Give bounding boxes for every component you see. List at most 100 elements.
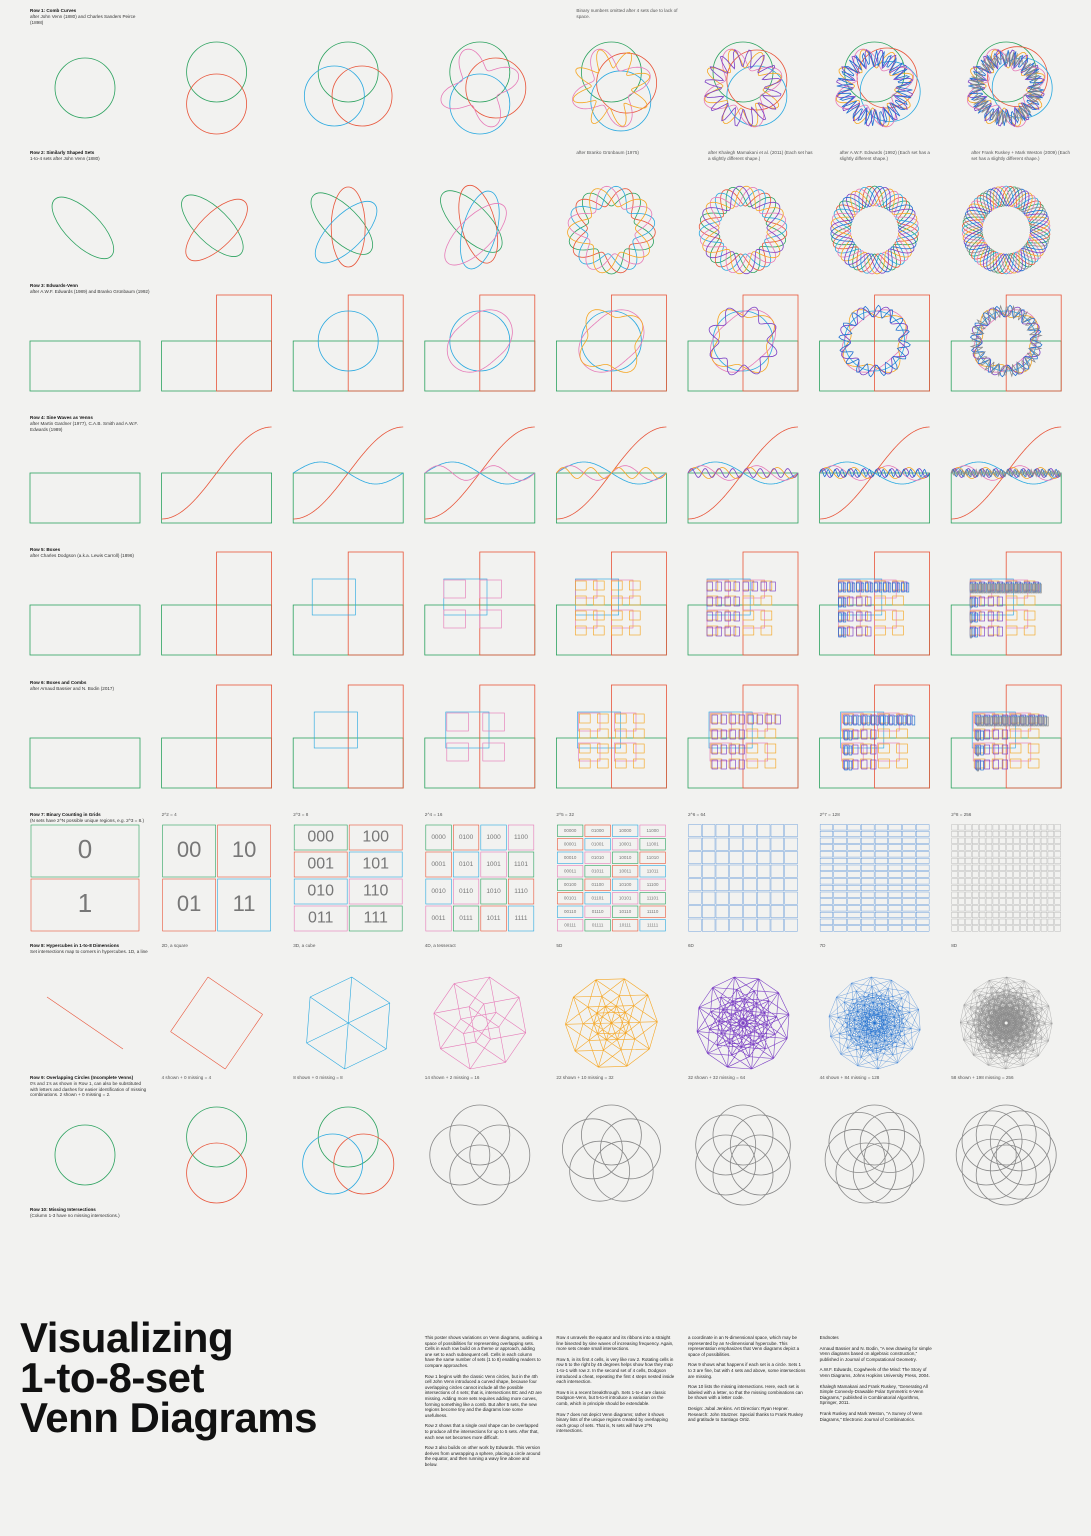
binary-label: 10100 xyxy=(619,882,632,887)
grid-cell xyxy=(902,891,916,898)
grid-cell xyxy=(1047,831,1054,837)
venn-petal xyxy=(962,185,1051,275)
set-box xyxy=(875,715,880,726)
set-circle xyxy=(859,1112,921,1173)
grid-cell xyxy=(847,905,861,912)
grid-cell xyxy=(1047,864,1054,871)
set-box xyxy=(852,744,859,755)
grid-cell xyxy=(916,878,930,885)
set-box xyxy=(1017,716,1020,727)
grid-cell xyxy=(348,824,403,851)
row-subtitle: 1-to-4 sets after John Venn (1880) xyxy=(30,156,100,161)
column-caption: after A.W.F. Edwards (1992) (Each set ha… xyxy=(839,150,930,161)
set-box xyxy=(577,711,621,749)
grid-cell xyxy=(965,864,972,871)
set-box xyxy=(842,758,854,769)
grid-cell xyxy=(1047,912,1054,918)
set-box xyxy=(1010,716,1013,727)
grid-cell xyxy=(972,871,979,878)
grid-cell xyxy=(833,912,847,918)
paragraph: Design: Jubal Jenkins. Art Direction: Ry… xyxy=(688,1405,804,1423)
grid-cell xyxy=(999,912,1006,918)
grid-cell xyxy=(951,925,958,932)
grid-cell xyxy=(729,824,743,837)
set-circle xyxy=(581,1104,642,1166)
set-box xyxy=(446,742,469,762)
venn-petal xyxy=(962,186,1050,274)
grid-cell xyxy=(1054,918,1061,925)
grid-cell xyxy=(557,878,584,891)
grid-cell xyxy=(729,837,743,851)
venn-petal xyxy=(963,187,1049,273)
set-box xyxy=(760,581,767,592)
set-box xyxy=(860,743,872,754)
set-wave xyxy=(969,304,1043,378)
set-box xyxy=(715,596,722,607)
set-box xyxy=(983,744,990,755)
grid-cell xyxy=(985,912,993,918)
venn-petal xyxy=(568,192,655,275)
grid-cell xyxy=(1054,891,1061,898)
text-column: a coordinate in an N-dimensional space, … xyxy=(688,1335,806,1428)
set-box xyxy=(842,728,854,739)
grid-cell xyxy=(999,905,1006,912)
grid-cell xyxy=(951,871,958,878)
set-box xyxy=(842,582,847,593)
grid-cell xyxy=(1020,844,1027,851)
grid-cell xyxy=(1034,837,1041,844)
grid-cell xyxy=(784,918,798,932)
column-caption: 58 shown + 198 missing = 256 xyxy=(951,1075,1014,1080)
venn-ellipse xyxy=(458,184,499,264)
set-wave xyxy=(969,304,1043,378)
set-rect xyxy=(556,472,667,524)
set-box xyxy=(976,716,979,727)
grid-cell xyxy=(688,918,702,932)
set-box xyxy=(1006,716,1009,727)
binary-label: 01000 xyxy=(591,828,604,833)
set-box xyxy=(738,759,745,770)
set-box xyxy=(985,716,988,727)
grid-cell xyxy=(1013,918,1020,925)
grid-cell xyxy=(1006,878,1013,885)
venn-ellipse xyxy=(185,198,248,262)
grid-cell xyxy=(688,891,702,905)
set-box xyxy=(1035,583,1038,594)
grid-cell xyxy=(999,918,1006,925)
set-box xyxy=(856,582,860,593)
set-box xyxy=(482,712,505,732)
grid-cell xyxy=(1013,871,1020,878)
binary-label: 100 xyxy=(362,829,389,846)
row-subtitle: Set intersections map to corners in hype… xyxy=(30,949,148,954)
set-box xyxy=(706,611,713,622)
binary-label: 1100 xyxy=(514,834,528,841)
column-caption: Binary numbers omitted after 4 sets due … xyxy=(576,8,678,19)
grid-cell xyxy=(847,871,861,878)
set-box xyxy=(443,609,466,629)
row-title: Row 2: Similarly Shaped Sets xyxy=(30,150,95,155)
grid-cell xyxy=(293,824,348,851)
grid-cell xyxy=(784,824,798,837)
grid-cell xyxy=(702,891,716,905)
set-box xyxy=(978,583,981,594)
column-caption: 8D xyxy=(951,943,958,948)
grid-cell xyxy=(985,837,993,844)
set-box xyxy=(706,581,713,592)
set-rect xyxy=(29,604,141,656)
set-rect xyxy=(819,472,930,524)
grid-cell xyxy=(985,878,993,885)
set-box xyxy=(861,759,868,770)
set-rect xyxy=(292,472,404,524)
set-box xyxy=(969,598,972,609)
set-rect xyxy=(479,294,536,392)
grid-cell xyxy=(1034,925,1041,932)
grid-cell xyxy=(757,851,771,864)
grid-cell xyxy=(833,905,847,912)
grid-cell xyxy=(951,844,958,851)
venn-circle xyxy=(186,73,248,135)
paragraph: Row 7 does not depict Venn diagrams; rat… xyxy=(556,1411,668,1434)
grid-cell xyxy=(1034,885,1041,891)
venn-petal xyxy=(570,185,656,270)
grid-cell xyxy=(902,878,916,885)
column-caption: 7D xyxy=(819,943,826,948)
